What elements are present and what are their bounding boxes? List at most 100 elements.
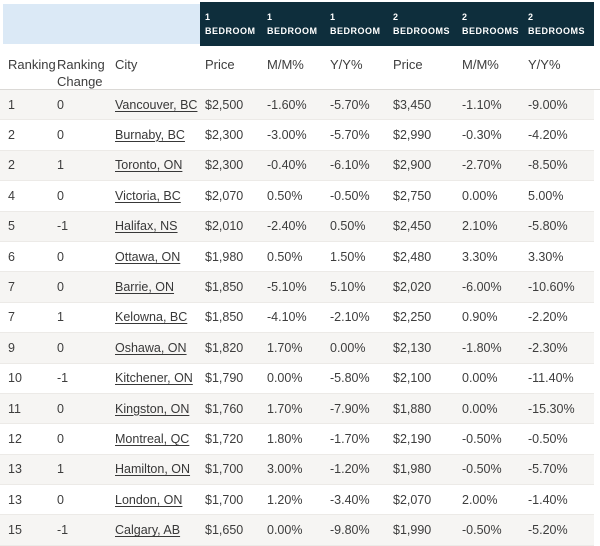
group-header-label: BEDROOM xyxy=(330,26,381,36)
cell-1br-yy: 5.10% xyxy=(330,280,366,295)
cell-1br-yy: -5.70% xyxy=(330,97,370,112)
cell-city: Ottawa, ON xyxy=(115,250,205,264)
group-header-number: 2 xyxy=(462,12,468,22)
cell-ranking: 6 xyxy=(8,249,15,264)
cell-1br-mm: 1.20% xyxy=(267,492,303,507)
city-link[interactable]: Kingston, ON xyxy=(115,401,190,416)
city-link[interactable]: Hamilton, ON xyxy=(115,462,191,477)
city-link[interactable]: Oshawa, ON xyxy=(115,340,187,355)
cell-2br-mm: -1.10% xyxy=(462,97,502,112)
cell-ranking-change: 1 xyxy=(57,462,64,477)
header-band-left xyxy=(3,4,200,44)
cell-city: Toronto, ON xyxy=(115,158,205,172)
cell-2br-price: $1,880 xyxy=(393,401,432,416)
cell-ranking: 11 xyxy=(8,401,21,416)
cell-ranking-change: -1 xyxy=(57,371,69,386)
cell-ranking: 7 xyxy=(8,310,15,325)
cell-2br-yy: 5.00% xyxy=(528,188,564,203)
cell-ranking-change: 0 xyxy=(57,188,64,203)
city-link[interactable]: Ottawa, ON xyxy=(115,249,181,264)
city-link[interactable]: Barrie, ON xyxy=(115,280,175,295)
cell-city: Barrie, ON xyxy=(115,280,205,294)
cell-1br-yy: -5.70% xyxy=(330,128,370,143)
cell-1br-yy: 1.50% xyxy=(330,249,366,264)
cell-2br-price: $2,130 xyxy=(393,340,432,355)
cell-2br-yy: -5.20% xyxy=(528,523,568,538)
table-row: 11 0 Kingston, ON $1,760 1.70% -7.90% $1,880 0.… xyxy=(0,393,594,425)
cell-ranking: 5 xyxy=(8,219,15,234)
cell-city: Halifax, NS xyxy=(115,219,205,233)
header-band-bedrooms xyxy=(200,2,594,46)
cell-2br-mm: -0.50% xyxy=(462,431,502,446)
cell-ranking-change: 0 xyxy=(57,401,64,416)
cell-1br-mm: -2.40% xyxy=(267,219,307,234)
cell-1br-price: $2,300 xyxy=(205,158,244,173)
table-row: 4 0 Victoria, BC $2,070 0.50% -0.50% $2,750 0.0… xyxy=(0,181,594,212)
group-header-number: 1 xyxy=(330,12,336,22)
table-row: 13 1 Hamilton, ON $1,700 3.00% -1.20% $1,980 -0… xyxy=(0,454,594,486)
group-header-2-bedrooms: 2 BEDROOMS xyxy=(528,2,594,46)
city-link[interactable]: Vancouver, BC xyxy=(115,97,198,112)
cell-2br-mm: 3.30% xyxy=(462,249,498,264)
cell-2br-yy: -8.50% xyxy=(528,158,568,173)
table-body: 1 0 Vancouver, BC $2,500 -1.60% -5.70% $3,450-… xyxy=(0,90,600,546)
table-row: 2 1 Toronto, ON $2,300 -0.40% -6.10% $2,900 -2.… xyxy=(0,150,594,182)
cell-2br-mm: 0.00% xyxy=(462,188,498,203)
city-link[interactable]: Halifax, NS xyxy=(115,219,178,234)
cell-2br-price: $2,070 xyxy=(393,492,432,507)
table-row: 10 -1 Kitchener, ON $1,790 0.00% -5.80% $2,100… xyxy=(0,364,594,394)
city-link[interactable]: Kitchener, ON xyxy=(115,371,193,386)
cell-2br-price: $2,190 xyxy=(393,431,432,446)
cell-1br-mm: 0.00% xyxy=(267,523,303,538)
cell-1br-price: $1,980 xyxy=(205,249,244,264)
cell-2br-mm: -0.30% xyxy=(462,128,502,143)
cell-2br-yy: -1.40% xyxy=(528,492,568,507)
cell-1br-price: $1,850 xyxy=(205,280,244,295)
cell-ranking-change: 0 xyxy=(57,128,64,143)
group-header-number: 2 xyxy=(393,12,399,22)
city-link[interactable]: Calgary, AB xyxy=(115,523,181,538)
cell-ranking: 9 xyxy=(8,340,15,355)
city-link[interactable]: Toronto, ON xyxy=(115,158,183,173)
cell-city: Kitchener, ON xyxy=(115,371,205,385)
cell-ranking: 12 xyxy=(8,431,22,446)
col-header-7-m-m: M/M% xyxy=(462,57,499,72)
cell-2br-yy: -5.70% xyxy=(528,462,568,477)
cell-ranking-change: 1 xyxy=(57,310,64,325)
cell-2br-price: $2,750 xyxy=(393,188,432,203)
cell-1br-price: $1,650 xyxy=(205,523,244,538)
city-link[interactable]: Burnaby, BC xyxy=(115,128,185,143)
cell-2br-mm: 0.00% xyxy=(462,401,498,416)
cell-ranking-change: 0 xyxy=(57,97,64,112)
group-header-row: 1 BEDROOM 1 BEDROOM 1 BEDROOM 2 BEDROOMS 2 BEDROO… xyxy=(0,2,600,46)
cell-2br-yy: -10.60% xyxy=(528,280,575,295)
group-header-number: 1 xyxy=(205,12,211,22)
cell-1br-yy: 0.50% xyxy=(330,219,366,234)
cell-2br-price: $2,020 xyxy=(393,280,432,295)
col-header-3-price: Price xyxy=(205,57,235,72)
cell-1br-yy: -6.10% xyxy=(330,158,370,173)
cell-1br-price: $2,010 xyxy=(205,219,244,234)
cell-1br-yy: -1.70% xyxy=(330,431,370,446)
cell-2br-mm: 2.00% xyxy=(462,492,498,507)
city-link[interactable]: London, ON xyxy=(115,492,183,507)
cell-ranking: 2 xyxy=(8,158,15,173)
cell-2br-yy: -5.80% xyxy=(528,219,568,234)
cell-ranking-change: 1 xyxy=(57,158,64,173)
city-link[interactable]: Kelowna, BC xyxy=(115,310,188,325)
col-header-2-city: City xyxy=(115,57,138,72)
table-row: 15 -1 Calgary, AB $1,650 0.00% -9.80% $1,990 -0… xyxy=(0,515,594,546)
cell-1br-price: $1,700 xyxy=(205,462,244,477)
col-header-8-y-y: Y/Y% xyxy=(528,57,561,72)
cell-ranking: 2 xyxy=(8,128,15,143)
cell-ranking: 4 xyxy=(8,188,15,203)
city-link[interactable]: Montreal, QC xyxy=(115,431,190,446)
cell-2br-price: $2,100 xyxy=(393,371,432,386)
city-link[interactable]: Victoria, BC xyxy=(115,188,181,203)
cell-1br-yy: -7.90% xyxy=(330,401,370,416)
cell-2br-price: $3,450 xyxy=(393,97,432,112)
cell-city: Kelowna, BC xyxy=(115,310,205,324)
cell-1br-mm: -3.00% xyxy=(267,128,307,143)
cell-ranking-change: 0 xyxy=(57,340,64,355)
cell-1br-mm: 0.50% xyxy=(267,188,303,203)
